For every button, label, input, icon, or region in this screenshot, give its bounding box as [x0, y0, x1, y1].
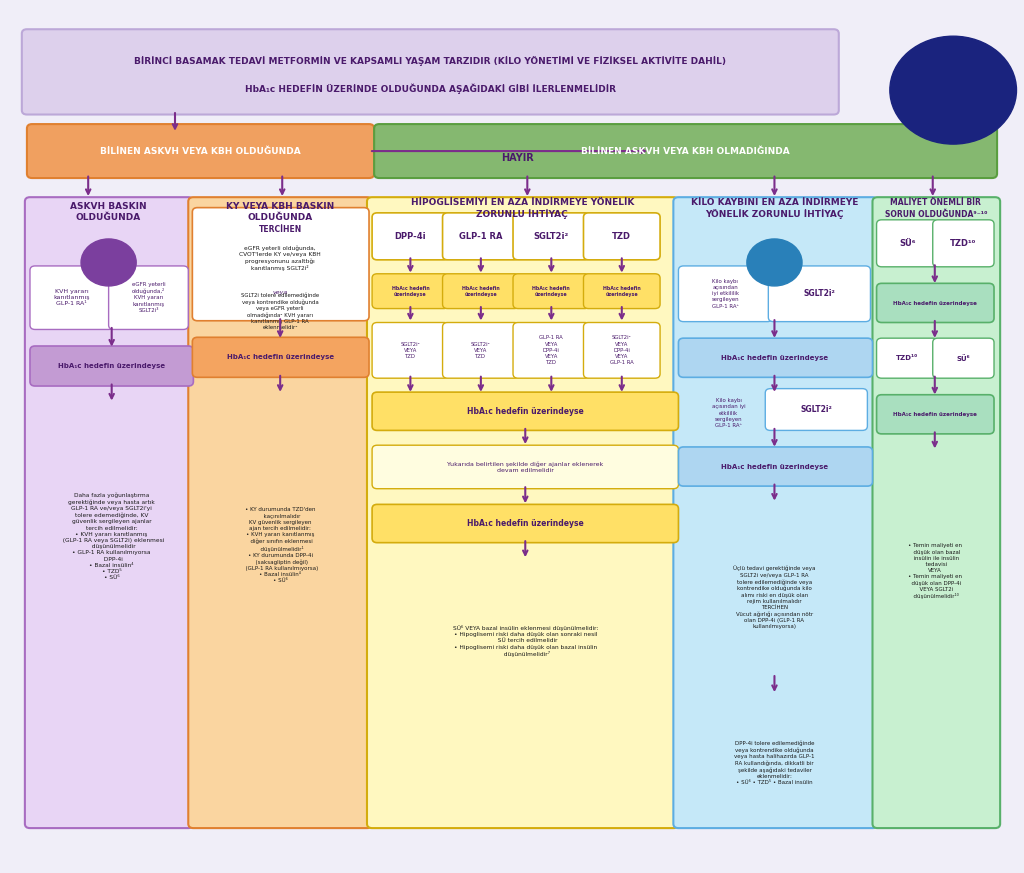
Text: SÜ⁶: SÜ⁶	[899, 239, 915, 248]
Text: • KY durumunda TZD'den
  kaçınılmalıdır
KV güvenlik sergileyen
ajan tercih edilm: • KY durumunda TZD'den kaçınılmalıdır KV…	[242, 507, 318, 583]
FancyBboxPatch shape	[584, 213, 660, 260]
Text: SÜ⁶ VEYA bazal insülin eklenmesi düşünülmelidir:
• Hipoglisemi riski daha düşük : SÜ⁶ VEYA bazal insülin eklenmesi düşünül…	[453, 625, 598, 657]
FancyBboxPatch shape	[765, 388, 867, 430]
FancyBboxPatch shape	[877, 220, 938, 267]
FancyBboxPatch shape	[933, 338, 994, 378]
Text: HbA₁c hedefin üzerindeyse: HbA₁c hedefin üzerindeyse	[467, 519, 584, 528]
Text: KY VEYA KBH BASKIN
OLDUĞUNDA: KY VEYA KBH BASKIN OLDUĞUNDA	[226, 202, 334, 222]
Text: HbA₁c hedefin
üzerindeyse: HbA₁c hedefin üzerindeyse	[532, 285, 570, 297]
Text: KLİNİK
EYLEMSİZLİKTEN
KAÇINMAK İÇİN
TEDAVİ DÜZENLİ
OLARAK TEKRAR
DEĞERLENDİRİLME: KLİNİK EYLEMSİZLİKTEN KAÇINMAK İÇİN TEDA…	[923, 66, 991, 122]
FancyBboxPatch shape	[442, 213, 519, 260]
FancyBboxPatch shape	[584, 322, 660, 378]
FancyBboxPatch shape	[372, 445, 679, 489]
FancyBboxPatch shape	[30, 266, 114, 329]
Text: BİLİNEN ASKVH VEYA KBH OLDUĞUNDA: BİLİNEN ASKVH VEYA KBH OLDUĞUNDA	[100, 147, 301, 155]
Text: SGLT2i²: SGLT2i²	[534, 232, 569, 241]
FancyBboxPatch shape	[367, 197, 679, 828]
FancyBboxPatch shape	[768, 266, 870, 321]
Text: BİLİNEN ASKVH VEYA KBH OLMADIĞINDA: BİLİNEN ASKVH VEYA KBH OLMADIĞINDA	[582, 147, 790, 155]
Text: HbA₁c HEDEFİN ÜZERİNDE OLDUĞUNDA AŞAĞIDAKİ GİBİ İLERLENMELİDİR: HbA₁c HEDEFİN ÜZERİNDE OLDUĞUNDA AŞAĞIDA…	[245, 83, 615, 93]
FancyBboxPatch shape	[22, 29, 839, 114]
Text: HİPOGLİSEMİYİ EN AZA İNDİRMEYE YÖNELİK
ZORUNLU İHTİYAÇ: HİPOGLİSEMİYİ EN AZA İNDİRMEYE YÖNELİK Z…	[411, 198, 634, 219]
FancyBboxPatch shape	[372, 392, 679, 430]
Text: HERHANGİ
BİRİ/VEYA: HERHANGİ BİRİ/VEYA	[760, 257, 790, 268]
FancyBboxPatch shape	[442, 322, 519, 378]
Text: HbA₁c hedefin
üzerindeyse: HbA₁c hedefin üzerindeyse	[603, 285, 641, 297]
Text: HbA₁c hedefin
üzerindeyse: HbA₁c hedefin üzerindeyse	[391, 285, 429, 297]
Text: HbA₁c hedefin üzerindeyse: HbA₁c hedefin üzerindeyse	[58, 363, 165, 369]
Text: HERHANGİ
BİRİ/VEYA: HERHANGİ BİRİ/VEYA	[93, 257, 124, 268]
Text: SÜ⁶: SÜ⁶	[956, 354, 970, 361]
Text: SGLT2i²: SGLT2i²	[804, 289, 836, 299]
Text: MALİYET ÖNEMLİ BİR
SORUN OLDUĞUNDA⁹⁻¹⁰: MALİYET ÖNEMLİ BİR SORUN OLDUĞUNDA⁹⁻¹⁰	[885, 198, 987, 218]
Text: GLP-1 RA: GLP-1 RA	[459, 232, 503, 241]
Text: HbA₁c hedefin üzerindeyse: HbA₁c hedefin üzerindeyse	[226, 354, 334, 361]
FancyBboxPatch shape	[374, 124, 997, 178]
FancyBboxPatch shape	[109, 266, 188, 329]
Text: SGLT2i²
VEYA
DPP-4i
VEYA
GLP-1 RA: SGLT2i² VEYA DPP-4i VEYA GLP-1 RA	[610, 335, 634, 365]
FancyBboxPatch shape	[188, 197, 372, 828]
Text: Üçlü tedavi gerektiğinde veya
SGLT2i ve/veya GLP-1 RA
tolere edilemediğinde veya: Üçlü tedavi gerektiğinde veya SGLT2i ve/…	[733, 566, 816, 629]
Text: SGLT2i²
VEYA
TZD: SGLT2i² VEYA TZD	[471, 341, 490, 359]
Text: eGFR yeterli olduğunda,
CVOT'lerde KY ve/veya KBH
progresyonunu azalttığı
kanıtl: eGFR yeterli olduğunda, CVOT'lerde KY ve…	[240, 245, 322, 272]
Text: SGLT2i²: SGLT2i²	[801, 405, 833, 414]
Text: GLP-1 RA
VEYA
DPP-4i
VEYA
TZD: GLP-1 RA VEYA DPP-4i VEYA TZD	[540, 335, 563, 365]
Text: TZD¹⁰: TZD¹⁰	[950, 239, 977, 248]
FancyBboxPatch shape	[513, 322, 590, 378]
Text: ASKVH BASKIN
OLDUĞUNDA: ASKVH BASKIN OLDUĞUNDA	[71, 202, 146, 222]
FancyBboxPatch shape	[372, 213, 449, 260]
Text: Kilo kaybı
açısından iyi
etkililik
sergileyen
GLP-1 RA⁸: Kilo kaybı açısından iyi etkililik sergi…	[712, 398, 745, 428]
Text: DPP-4i tolere edilemediğinde
veya kontrendike olduğunda
veya hasta halihazırda G: DPP-4i tolere edilemediğinde veya kontre…	[734, 740, 815, 785]
FancyBboxPatch shape	[25, 197, 194, 828]
FancyBboxPatch shape	[193, 337, 369, 377]
FancyBboxPatch shape	[513, 274, 590, 308]
Text: SGLT2i tolere edilemediğinde
veya kontrendike olduğunda
veya eGFR yeterli
olmadı: SGLT2i tolere edilemediğinde veya kontre…	[241, 292, 319, 330]
FancyBboxPatch shape	[679, 447, 872, 486]
FancyBboxPatch shape	[27, 124, 374, 178]
FancyBboxPatch shape	[877, 284, 994, 322]
FancyBboxPatch shape	[872, 197, 1000, 828]
Text: Yukarıda belirtilen şekilde diğer ajanlar eklenerek
devam edilmelidir: Yukarıda belirtilen şekilde diğer ajanla…	[447, 461, 603, 473]
FancyBboxPatch shape	[193, 208, 369, 320]
Text: HbA₁c hedefin üzerindeyse: HbA₁c hedefin üzerindeyse	[467, 407, 584, 416]
Text: eGFR yeterli
olduğunda,²
KVH yararı
kanıtlanmış
SGLT2i³: eGFR yeterli olduğunda,² KVH yararı kanı…	[132, 282, 165, 313]
FancyBboxPatch shape	[372, 505, 679, 543]
FancyBboxPatch shape	[372, 322, 449, 378]
FancyBboxPatch shape	[584, 274, 660, 308]
Text: HbA₁c hedefin
üzerindeyse: HbA₁c hedefin üzerindeyse	[462, 285, 500, 297]
Text: TERCİHEN: TERCİHEN	[258, 225, 302, 234]
Text: Kilo kaybı
açısından
iyi etkililik
sergileyen
GLP-1 RA³: Kilo kaybı açısından iyi etkililik sergi…	[712, 278, 739, 309]
Text: TZD: TZD	[612, 232, 631, 241]
Text: DPP-4i: DPP-4i	[394, 232, 426, 241]
FancyBboxPatch shape	[933, 220, 994, 267]
Text: HAYIR: HAYIR	[501, 153, 534, 163]
FancyBboxPatch shape	[30, 346, 194, 386]
Text: HbA₁c hedefin üzerindeyse: HbA₁c hedefin üzerindeyse	[721, 464, 828, 470]
Text: HbA₁c hedefin üzerindeyse: HbA₁c hedefin üzerindeyse	[893, 301, 977, 306]
Text: • Temin maliyeti en
  düşük olan bazal
  insülin ile insülin
  tedavisi
VEYA
• T: • Temin maliyeti en düşük olan bazal ins…	[908, 543, 962, 600]
FancyBboxPatch shape	[442, 274, 519, 308]
Text: veya: veya	[272, 290, 288, 294]
Text: Daha fazla yoğunlaştırma
gerektiğinde veya hasta artık
GLP-1 RA ve/veya SGLT2i'y: Daha fazla yoğunlaştırma gerektiğinde ve…	[59, 493, 165, 581]
Text: HbA₁c hedefin üzerindeyse: HbA₁c hedefin üzerindeyse	[893, 412, 977, 417]
FancyBboxPatch shape	[877, 338, 938, 378]
Text: SGLT2i²
VEYA
TZD: SGLT2i² VEYA TZD	[400, 341, 420, 359]
Text: TZD¹⁰: TZD¹⁰	[896, 355, 919, 361]
Circle shape	[890, 36, 1017, 144]
FancyBboxPatch shape	[372, 274, 449, 308]
FancyBboxPatch shape	[513, 213, 590, 260]
Text: BİRİNCİ BASAMAK TEDAVİ METFORMİN VE KAPSAMLI YAŞAM TARZIDIR (KİLO YÖNETİMİ VE Fİ: BİRİNCİ BASAMAK TEDAVİ METFORMİN VE KAPS…	[134, 56, 726, 65]
Circle shape	[746, 239, 802, 286]
Text: KİLO KAYBINI EN AZA İNDİRMEYE
YÖNELİK ZORUNLU İHTİYAÇ: KİLO KAYBINI EN AZA İNDİRMEYE YÖNELİK ZO…	[691, 198, 858, 219]
FancyBboxPatch shape	[877, 395, 994, 434]
FancyBboxPatch shape	[679, 266, 772, 321]
Text: HbA₁c hedefin üzerindeyse: HbA₁c hedefin üzerindeyse	[721, 355, 828, 361]
Text: KVH yararı
kanıtlanmış
GLP-1 RA¹: KVH yararı kanıtlanmış GLP-1 RA¹	[53, 289, 90, 306]
FancyBboxPatch shape	[679, 338, 872, 377]
Circle shape	[81, 239, 136, 286]
Text: 7: 7	[932, 51, 942, 65]
FancyBboxPatch shape	[674, 197, 878, 828]
